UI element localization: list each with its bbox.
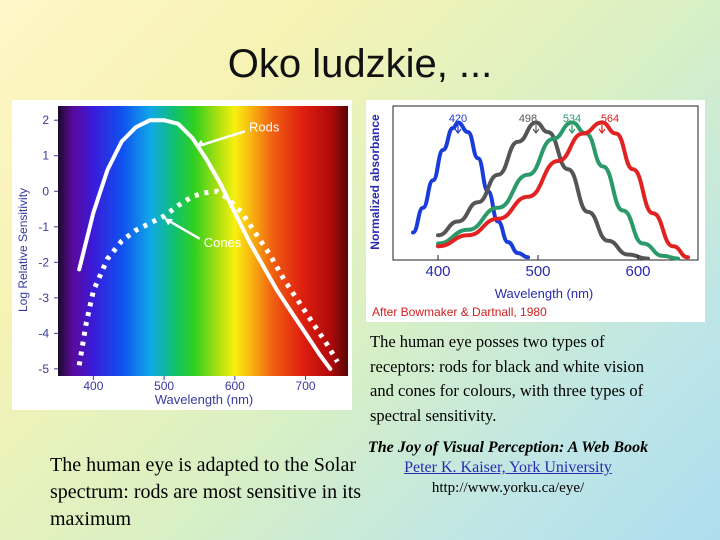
x-tick-label: 600: [225, 379, 245, 393]
cones-arrowhead: [164, 218, 174, 226]
absorbance-curve-534: [436, 120, 680, 261]
x-tick-label: 700: [296, 379, 316, 393]
credit-title: The Joy of Visual Perception: A Web Book: [367, 439, 649, 456]
peak-label-564: 564: [601, 113, 619, 125]
peak-arrowhead-534: [568, 128, 576, 134]
y-tick-label: -5: [38, 362, 49, 376]
y-tick-label: 0: [42, 184, 49, 198]
peak-arrowhead-564: [598, 128, 606, 134]
x-tick-label: 400: [83, 379, 103, 393]
y-axis-label: Normalized absorbance: [368, 114, 382, 250]
y-tick-label: -1: [38, 220, 49, 234]
rods-annotation: Rods: [249, 119, 280, 134]
y-tick-label: -2: [38, 255, 49, 269]
peak-label-534: 534: [563, 113, 581, 125]
rods-cones-chart-panel: 2 1 0 -1 -2 -3 -4 -5 400 500 600 700 Rods Cones Log…: [12, 100, 352, 410]
credit-author-link[interactable]: Peter K. Kaiser, York University: [404, 459, 612, 476]
rods-arrowhead: [195, 139, 205, 147]
absorbance-chart-panel: 420 498 534 564 400 500 600 Normalized absorb…: [366, 100, 705, 322]
peak-label-420: 420: [449, 113, 467, 125]
y-tick-label: 2: [42, 113, 49, 127]
x-axis-label: Wavelength (nm): [155, 392, 254, 407]
source-note: After Bowmaker & Dartnall, 1980: [372, 305, 547, 319]
x-tick-label: 500: [154, 379, 174, 393]
cones-annotation: Cones: [204, 235, 242, 250]
y-tick-label: -4: [38, 326, 49, 340]
y-tick-label: 1: [42, 149, 49, 163]
x-axis-label: Wavelength (nm): [495, 286, 594, 301]
receptor-description: The human eye posses two types of recept…: [370, 332, 645, 425]
x-tick-label: 600: [625, 263, 650, 280]
credit-block: The Joy of Visual Perception: A Web Book…: [338, 438, 678, 498]
credit-url[interactable]: http://www.yorku.ca/eye/: [431, 480, 585, 496]
cones-curve: [76, 188, 340, 366]
peak-arrowhead-420: [454, 128, 462, 134]
peak-label-498: 498: [519, 113, 537, 125]
x-tick-label: 400: [425, 263, 450, 280]
cones-pointer-line: [166, 218, 201, 240]
absorbance-curve-420: [411, 120, 530, 260]
absorbance-curve-498: [436, 120, 650, 261]
slide-title: Oko ludzkie, ...: [227, 42, 493, 86]
peak-arrowhead-498: [532, 128, 540, 134]
solar-spectrum-text: The human eye is adapted to the Solar sp…: [50, 454, 362, 530]
absorbance-curve-564: [436, 120, 690, 260]
rods-curve: [77, 118, 333, 371]
absorbance-chart: 420 498 534 564 400 500 600 Normalized absorb…: [368, 105, 699, 319]
x-tick-label: 500: [525, 263, 550, 280]
rods-pointer-line: [195, 130, 246, 149]
rods-cones-chart: 2 1 0 -1 -2 -3 -4 -5 400 500 600 700 Rods Cones Log…: [16, 106, 348, 407]
y-tick-label: -3: [38, 291, 49, 305]
y-axis-label: Log Relative Sensitivity: [16, 188, 30, 312]
